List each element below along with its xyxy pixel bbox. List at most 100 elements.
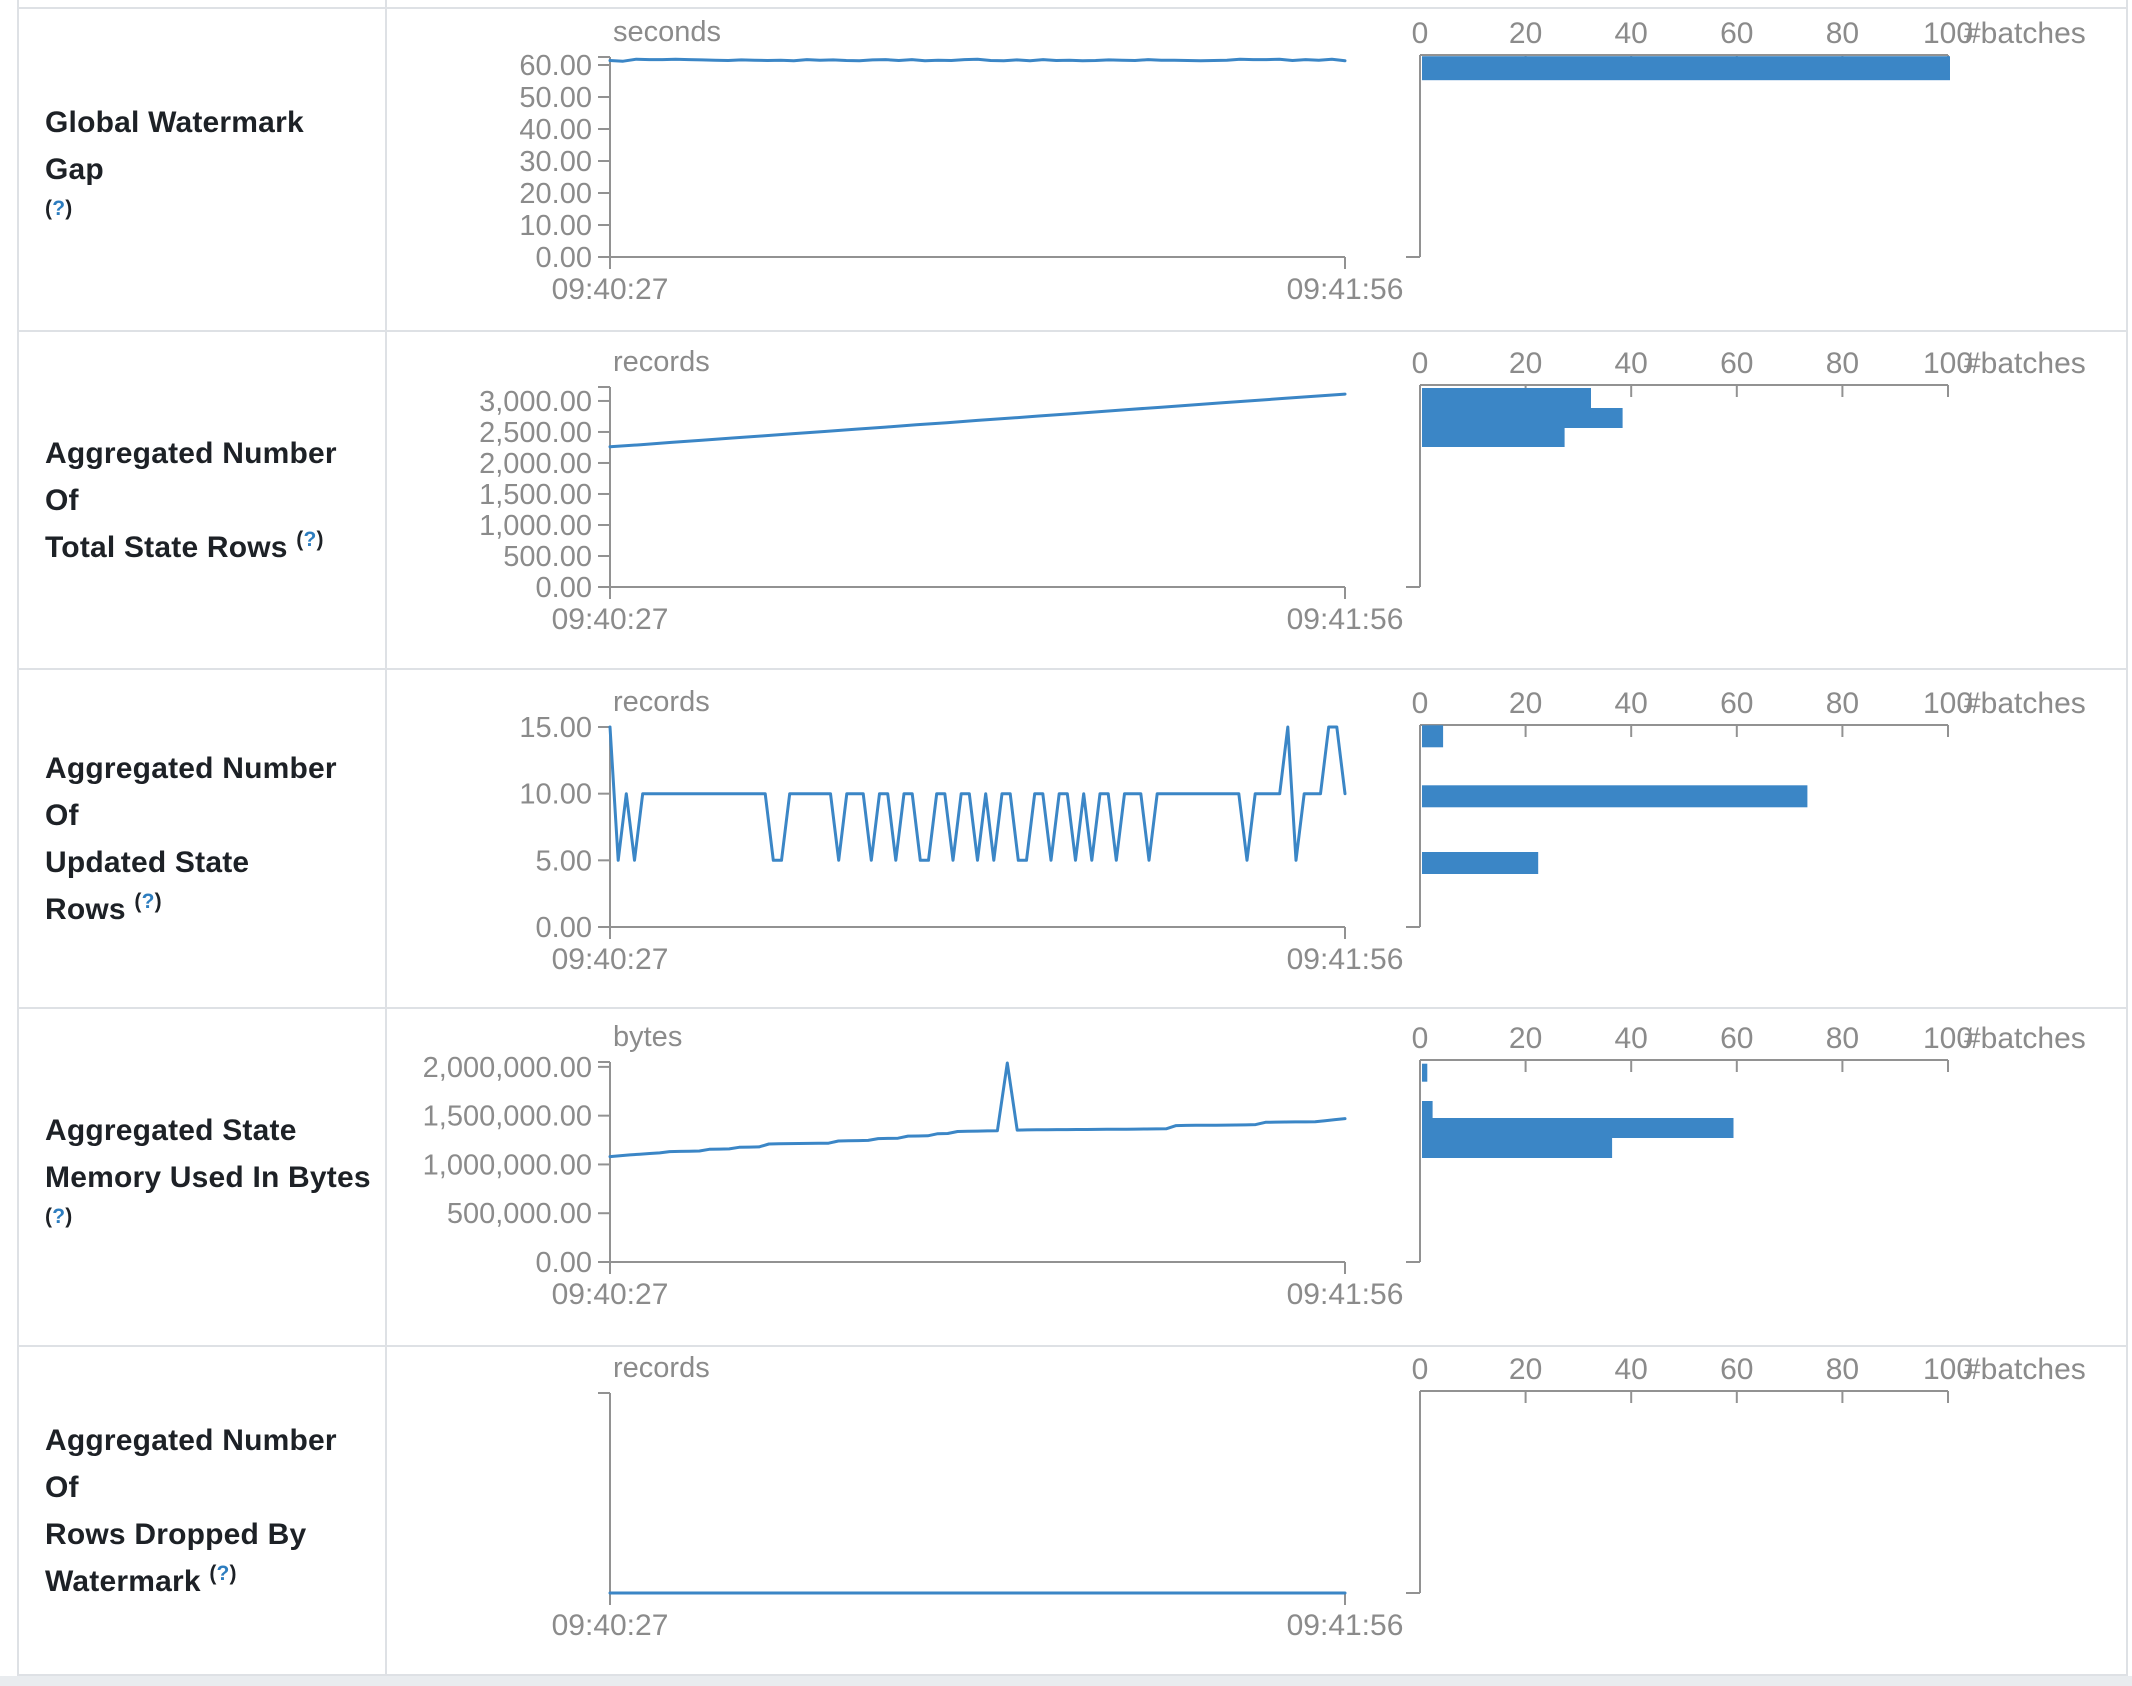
metric-label-cell: Aggregated Number Of Updated State Rows (… (19, 670, 387, 1007)
timeline-unit-label: records (613, 1352, 710, 1384)
metric-charts-cell: records 3,000.00 2,500.00 2,000.00 1,500.00 1… (387, 332, 2126, 668)
histogram-x-tick-label: 40 (1615, 347, 1648, 380)
histogram-x-tick-label: 40 (1615, 1353, 1648, 1386)
metric-charts-cell: bytes 2,000,000.00 1,500,000.00 1,000,000.0… (387, 1009, 2126, 1345)
timeline-x-end-label: 09:41:56 (1287, 273, 1404, 306)
timeline-y-tick-label: 0.00 (536, 242, 592, 274)
histogram-chart: 0 20 40 60 80 100#batches (1406, 1353, 2086, 1594)
histogram-bar (1422, 56, 1950, 81)
histogram-x-tick-label: 100 (1923, 1022, 1973, 1055)
help-tooltip-marker[interactable]: (?) (45, 197, 73, 220)
histogram-axis-unit-label: #batches (1964, 1022, 2086, 1055)
histogram-x-tick-label: 80 (1826, 1353, 1859, 1386)
metric-row: Aggregated Number Of Rows Dropped By Water… (19, 1347, 2126, 1676)
histogram-x-tick-label: 80 (1826, 347, 1859, 380)
metric-row: Global Watermark Gap (?) seconds 60.00 50.0… (19, 9, 2126, 332)
question-mark-icon[interactable]: ? (52, 197, 66, 220)
histogram-chart: 0 20 40 60 80 100#batches (1406, 1022, 2086, 1263)
timeline-x-end-label: 09:41:56 (1287, 603, 1404, 636)
metric-charts-svg: seconds 60.0050.0040.0030.0020.0010.000.0… (519, 16, 2086, 306)
metric-label-line: Aggregated Number Of (45, 751, 337, 832)
metric-label-line: Aggregated Number Of (45, 1423, 337, 1504)
histogram-bar (1422, 725, 1444, 748)
histogram-bar (1422, 852, 1539, 874)
histogram-x-tick-label: 60 (1720, 17, 1753, 50)
question-mark-icon[interactable]: ? (52, 1204, 66, 1228)
histogram-x-tick-label: 40 (1615, 17, 1648, 50)
metric-label: Aggregated State Memory Used In Bytes (?) (45, 1107, 371, 1248)
help-tooltip-marker[interactable]: (?) (45, 1204, 73, 1228)
histogram-x-tick-label: 20 (1509, 1353, 1542, 1386)
histogram-x-tick-label: 20 (1509, 1022, 1542, 1055)
help-tooltip-marker[interactable]: (?) (134, 889, 162, 913)
histogram-axis-unit-label: #batches (1964, 17, 2086, 50)
histogram-x-tick-label: 0 (1412, 1022, 1429, 1055)
metric-label-line: Rows Dropped By (45, 1517, 307, 1551)
histogram-bar (1422, 1138, 1613, 1158)
metric-charts-svg: records 09:40:27 09:41:56 0 20 40 60 80 100#batc… (552, 1352, 2086, 1642)
timeline-x-start-label: 09:40:27 (552, 1278, 669, 1311)
histogram-x-tick-label: 100 (1923, 347, 1973, 380)
metric-label: Aggregated Number Of Total State Rows (?) (45, 430, 371, 571)
metric-label: Aggregated Number Of Rows Dropped By Water… (45, 1417, 371, 1605)
timeline-unit-label: records (613, 346, 710, 378)
timeline-y-tick-label: 50.00 (519, 82, 592, 114)
timeline-series-line (608, 57, 1347, 63)
metric-label-cell: Aggregated State Memory Used In Bytes (?) (19, 1009, 387, 1345)
metric-charts-svg: records3,000.002,500.002,000.001,500.001… (479, 346, 2086, 636)
timeline-x-end-label: 09:41:56 (1287, 943, 1404, 976)
histogram-x-tick-label: 100 (1923, 1353, 1973, 1386)
histogram-chart: 0 20 40 60 80 100#batches (1406, 687, 2086, 928)
timeline-y-tick-label: 15.00 (519, 712, 592, 744)
timeline-y-tick-label: 3,000.00 (479, 386, 592, 418)
metric-row: Aggregated Number Of Total State Rows (?)… (19, 332, 2126, 670)
histogram-bar (1422, 427, 1565, 447)
timeline-series-line (608, 1061, 1347, 1159)
timeline-chart: seconds 60.0050.0040.0030.0020.0010.000.0… (519, 16, 1403, 306)
timeline-y-tick-label: 0.00 (536, 572, 592, 604)
help-tooltip-marker[interactable]: (?) (209, 1561, 237, 1585)
histogram-bar (1422, 1101, 1433, 1119)
histogram-x-tick-label: 60 (1720, 347, 1753, 380)
metric-label-line: Global Watermark Gap (45, 106, 304, 186)
metric-label-line: Memory Used In Bytes (45, 1160, 371, 1194)
question-mark-icon[interactable]: ? (141, 889, 155, 913)
metric-label-line: (?) (45, 193, 371, 240)
histogram-bar (1422, 388, 1591, 408)
timeline-x-start-label: 09:40:27 (552, 603, 669, 636)
histogram-x-tick-label: 80 (1826, 1022, 1859, 1055)
histogram-x-tick-label: 60 (1720, 1022, 1753, 1055)
metric-label-line: Total State Rows (?) (45, 527, 324, 564)
metric-charts-cell: records 09:40:27 09:41:56 0 20 40 60 80 100 #batc… (387, 1347, 2126, 1674)
metric-row: Aggregated State Memory Used In Bytes (?) … (19, 1009, 2126, 1347)
timeline-y-tick-label: 500,000.00 (447, 1198, 592, 1230)
histogram-chart: 0 20 40 60 80 100#batches (1406, 347, 2086, 588)
timeline-y-tick-label: 2,500.00 (479, 417, 592, 449)
metric-row: Aggregated Number Of Updated State Rows (… (19, 670, 2126, 1009)
question-mark-icon[interactable]: ? (216, 1561, 230, 1585)
timeline-series-line (608, 725, 1347, 862)
timeline-series-line (608, 392, 1347, 449)
histogram-x-tick-label: 100 (1923, 17, 1973, 50)
histogram-x-tick-label: 40 (1615, 1022, 1648, 1055)
histogram-x-tick-label: 80 (1826, 687, 1859, 720)
timeline-y-tick-label: 10.00 (519, 779, 592, 811)
metric-label: Global Watermark Gap (?) (45, 99, 371, 240)
help-tooltip-marker[interactable]: (?) (296, 527, 324, 551)
histogram-x-tick-label: 20 (1509, 347, 1542, 380)
histogram-x-tick-label: 80 (1826, 17, 1859, 50)
timeline-y-tick-label: 1,000,000.00 (423, 1149, 592, 1181)
metric-charts-cell: records 15.00 10.00 5.00 0.00 09:40:27 09:41:5… (387, 670, 2126, 1007)
metric-label-line: Aggregated State (45, 1113, 297, 1147)
timeline-unit-label: bytes (613, 1021, 682, 1053)
timeline-x-start-label: 09:40:27 (552, 943, 669, 976)
timeline-chart: bytes 2,000,000.00 1,500,000.00 1,000,000.0… (423, 1021, 1404, 1311)
timeline-unit-label: records (613, 686, 710, 718)
metrics-table: Global Watermark Gap (?) seconds 60.00 50.0… (17, 7, 2128, 1676)
question-mark-icon[interactable]: ? (303, 527, 317, 551)
timeline-y-tick-label: 1,500,000.00 (423, 1101, 592, 1133)
timeline-unit-label: seconds (613, 16, 721, 48)
timeline-x-end-label: 09:41:56 (1287, 1609, 1404, 1642)
